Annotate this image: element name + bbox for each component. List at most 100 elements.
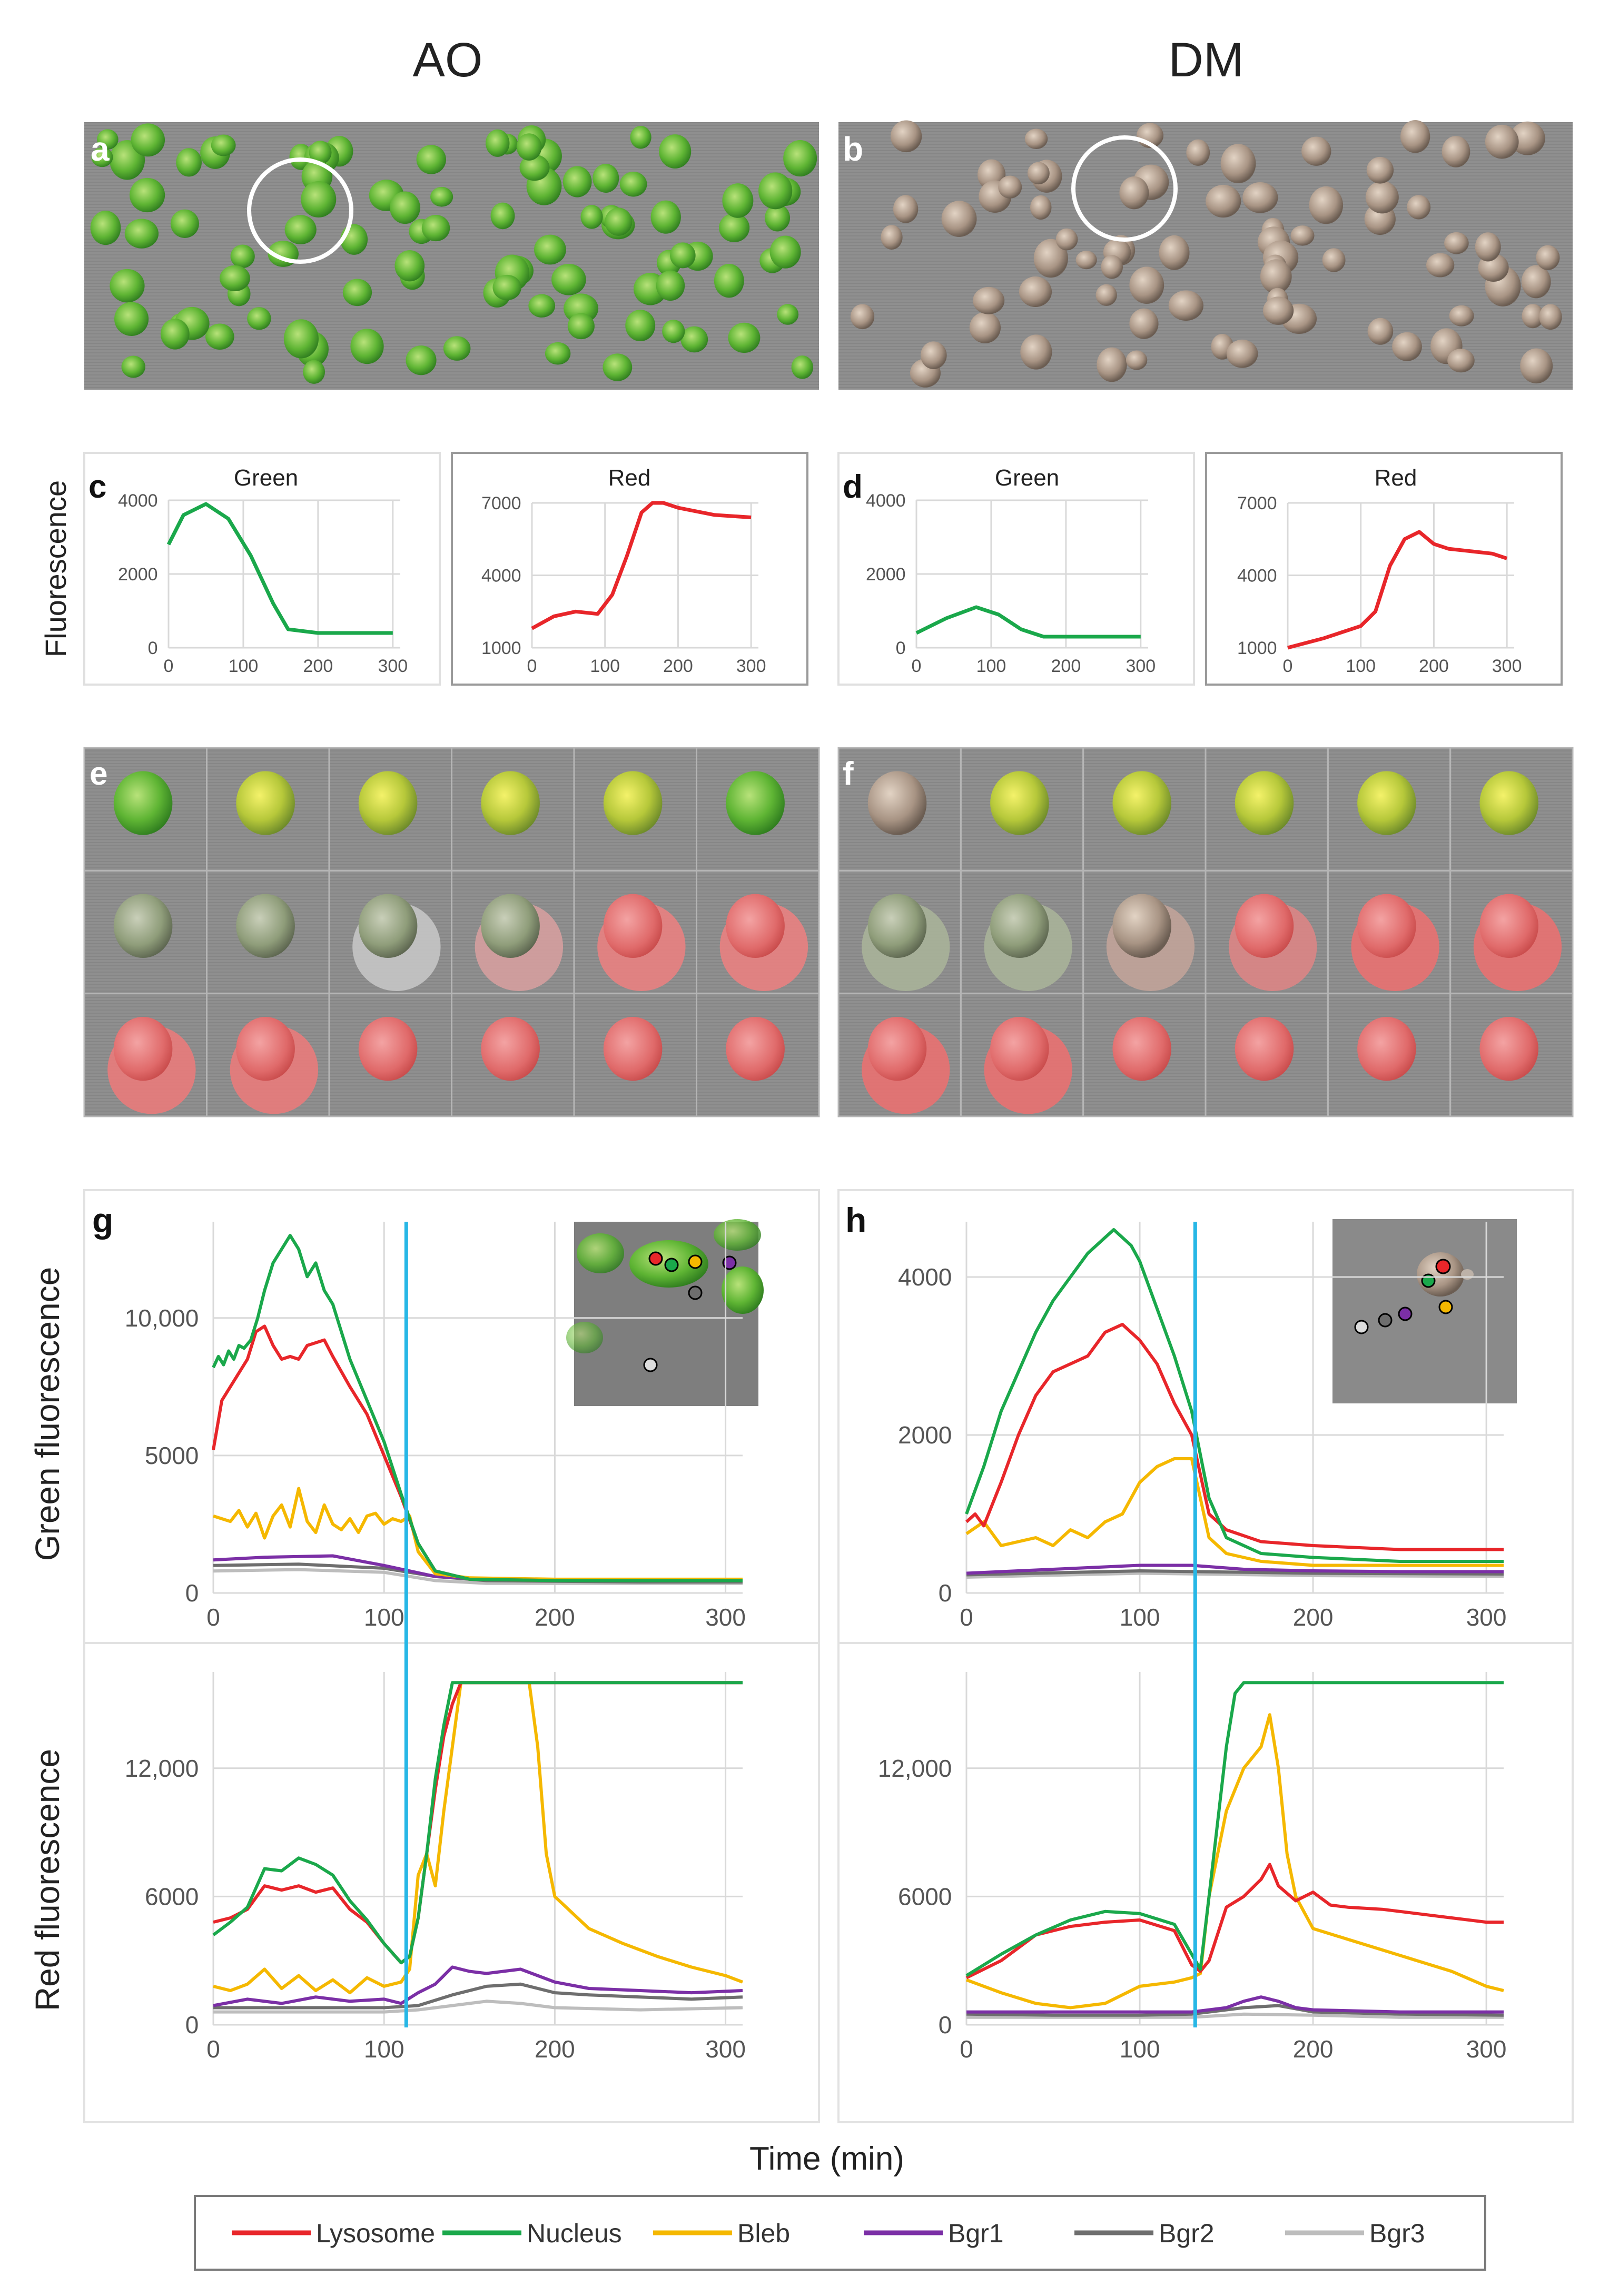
series-line-green: [166, 502, 393, 635]
cell: [726, 894, 785, 958]
y-tick-label: 6000: [898, 1883, 952, 1910]
cell: [350, 329, 384, 364]
cell: [91, 147, 113, 167]
series-line-red: [1287, 530, 1508, 650]
cell: [230, 244, 255, 269]
cell: [481, 771, 540, 835]
x-tick-label: 100: [590, 656, 620, 676]
cell: [113, 1017, 173, 1081]
x-tick-label: 200: [1419, 656, 1449, 676]
x-tick-label: 100: [364, 1604, 404, 1631]
series-line-green: [915, 605, 1141, 639]
cell: [1475, 232, 1501, 262]
cell: [1479, 1017, 1538, 1081]
cell: [1075, 251, 1097, 270]
x-tick-label: 300: [705, 1604, 746, 1631]
cell: [990, 771, 1049, 835]
x-tick-label: 100: [364, 2035, 404, 2063]
x-tick-label: 300: [705, 2035, 746, 2063]
series-line-bgr3: [966, 1571, 1504, 1579]
cell: [1235, 771, 1294, 835]
cell: [358, 1017, 418, 1081]
cell: [867, 771, 927, 835]
x-tick-label: 200: [535, 2035, 575, 2063]
y-tick-label: 2000: [118, 565, 158, 585]
x-tick-label: 200: [303, 656, 333, 676]
cell: [998, 175, 1022, 199]
cell: [516, 133, 542, 161]
cell: [728, 322, 761, 353]
legend-label-bleb: Bleb: [737, 2219, 790, 2248]
cell: [1186, 139, 1210, 166]
cell: [1263, 296, 1294, 325]
x-tick-label: 300: [1466, 1604, 1507, 1631]
series-line-red: [531, 501, 752, 630]
cell: [593, 164, 619, 193]
cell: [1479, 771, 1538, 835]
cell: [990, 1017, 1049, 1081]
cell: [1444, 232, 1469, 254]
chart-title: Green: [234, 465, 298, 491]
cell: [680, 326, 708, 353]
cell: [791, 355, 814, 379]
series-line-bleb: [965, 1457, 1504, 1567]
cell: [236, 771, 295, 835]
cell: [920, 341, 947, 370]
x-tick-label: 100: [976, 656, 1006, 676]
cell: [1019, 276, 1052, 308]
cell: [342, 279, 372, 306]
cell: [1101, 255, 1123, 279]
cell: [656, 270, 685, 301]
cell: [1097, 347, 1127, 382]
x-tick-label: 0: [164, 656, 174, 676]
cell: [1112, 771, 1171, 835]
cell: [603, 894, 663, 958]
series-line-nucleus: [965, 1228, 1504, 1563]
chart-title: Red: [1375, 465, 1417, 491]
x-tick-label: 200: [663, 656, 693, 676]
header-dm: DM: [1168, 33, 1243, 87]
cell: [726, 771, 785, 835]
inset-g-marker-bgr2: [688, 1285, 703, 1300]
cell: [1357, 771, 1416, 835]
cell: [1442, 136, 1470, 167]
cell: [284, 215, 317, 244]
panel-label-b: b: [843, 130, 863, 168]
cell: [1168, 290, 1203, 321]
x-tick-label: 200: [1051, 656, 1081, 676]
cell: [1119, 176, 1149, 210]
cell: [1485, 124, 1519, 159]
panel-label-e: e: [90, 756, 107, 792]
cell: [430, 186, 453, 207]
y-tick-label: 12,000: [125, 1755, 199, 1782]
cell: [1365, 181, 1399, 214]
cell: [603, 353, 633, 381]
cell: [358, 894, 418, 958]
y-tick-label: 2000: [866, 565, 906, 585]
y-tick-label: 0: [896, 638, 906, 658]
cell: [867, 894, 927, 958]
cell: [1129, 308, 1159, 339]
series-line-bgr3: [213, 2000, 743, 2014]
cell: [1095, 284, 1117, 306]
legend-label-bgr2: Bgr2: [1159, 2219, 1215, 2248]
cell: [662, 320, 685, 343]
cell: [358, 771, 418, 835]
micrograph-b: b: [838, 120, 1573, 390]
cell: [113, 894, 173, 958]
cell: [1309, 186, 1343, 224]
series-line-bgr2: [966, 2004, 1504, 2017]
cell: [850, 304, 875, 330]
timelapse-tile: [1449, 993, 1574, 1117]
series-line-bleb: [213, 1681, 744, 1995]
cell: [765, 204, 791, 232]
legend-label-nucleus: Nucleus: [527, 2219, 622, 2248]
cell: [603, 1017, 663, 1081]
ylabel-red-fluorescence: Red fluorescence: [28, 1749, 66, 2011]
y-tick-label: 2000: [898, 1421, 952, 1449]
chart-c-red: 0 100 200 300 1000 4000 7000 Red: [481, 465, 766, 676]
y-tick-label: 1000: [481, 638, 521, 658]
y-tick-label: 12,000: [878, 1755, 952, 1782]
chart-d-red: 0 100 200 300 1000 4000 7000 Red: [1237, 465, 1522, 676]
